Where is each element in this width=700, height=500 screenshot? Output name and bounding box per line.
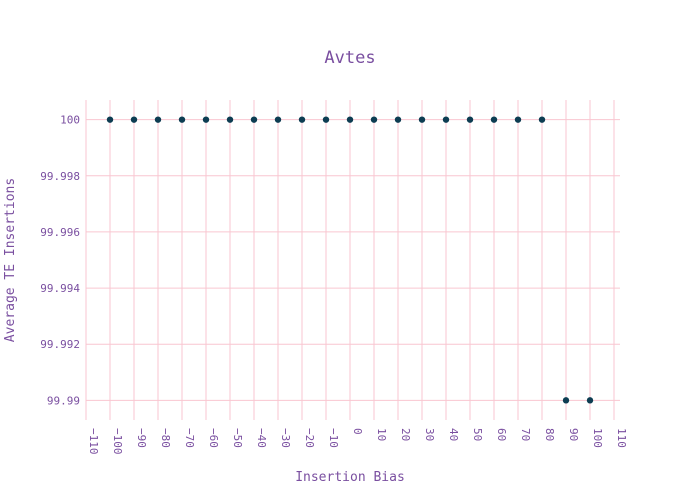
- y-tick-label: 99.994: [40, 282, 80, 295]
- data-point: [586, 397, 594, 404]
- x-tick-label: 100: [591, 428, 604, 448]
- x-axis-ticks: −110 −100 −90 −80 −70 −60 −50 −40 −30 −20 −10 0 10 20…: [87, 428, 628, 455]
- x-tick-label: −50: [231, 428, 244, 448]
- y-axis-ticks: 99.99 99.992 99.994 99.996 99.998 100: [40, 114, 80, 408]
- y-tick-label: 99.996: [40, 226, 80, 239]
- x-tick-label: 10: [375, 428, 388, 441]
- x-tick-label: −10: [327, 428, 340, 448]
- data-point: [514, 116, 522, 123]
- data-point: [202, 116, 210, 123]
- y-tick-label: 99.99: [47, 394, 80, 407]
- data-point: [250, 116, 258, 123]
- y-tick-label: 100: [60, 114, 80, 127]
- x-tick-label: 110: [615, 428, 628, 448]
- data-point: [490, 116, 498, 123]
- x-tick-label: 20: [399, 428, 412, 441]
- grid-layer: [85, 100, 620, 420]
- x-axis-label: Insertion Bias: [295, 470, 405, 485]
- data-point: [274, 116, 282, 123]
- points-layer: [106, 116, 594, 404]
- y-tick-label: 99.998: [40, 170, 80, 183]
- x-tick-label: 0: [351, 428, 364, 435]
- data-point: [538, 116, 546, 123]
- data-point: [442, 116, 450, 123]
- x-tick-label: −40: [255, 428, 268, 448]
- x-tick-label: −20: [303, 428, 316, 448]
- data-point: [178, 116, 186, 123]
- x-tick-label: 50: [471, 428, 484, 441]
- data-point: [106, 116, 114, 123]
- data-point: [346, 116, 354, 123]
- x-tick-label: 90: [567, 428, 580, 441]
- data-point: [370, 116, 378, 123]
- chart-title: Avtes: [324, 48, 375, 68]
- data-point: [394, 116, 402, 123]
- x-tick-label: 70: [519, 428, 532, 441]
- data-point: [466, 116, 474, 123]
- x-tick-label: −30: [279, 428, 292, 448]
- data-point: [418, 116, 426, 123]
- data-point: [562, 397, 570, 404]
- data-point: [130, 116, 138, 123]
- x-tick-label: 60: [495, 428, 508, 441]
- data-point: [226, 116, 234, 123]
- data-point: [298, 116, 306, 123]
- x-tick-label: −100: [111, 428, 124, 455]
- data-point: [154, 116, 162, 123]
- x-tick-label: −80: [159, 428, 172, 448]
- y-axis-label: Average TE Insertions: [3, 178, 18, 342]
- x-tick-label: 40: [447, 428, 460, 441]
- x-tick-label: −110: [87, 428, 100, 455]
- x-tick-label: 80: [543, 428, 556, 441]
- y-tick-label: 99.992: [40, 338, 80, 351]
- x-tick-label: −90: [135, 428, 148, 448]
- x-tick-label: −60: [207, 428, 220, 448]
- x-tick-label: 30: [423, 428, 436, 441]
- data-point: [322, 116, 330, 123]
- x-tick-label: −70: [183, 428, 196, 448]
